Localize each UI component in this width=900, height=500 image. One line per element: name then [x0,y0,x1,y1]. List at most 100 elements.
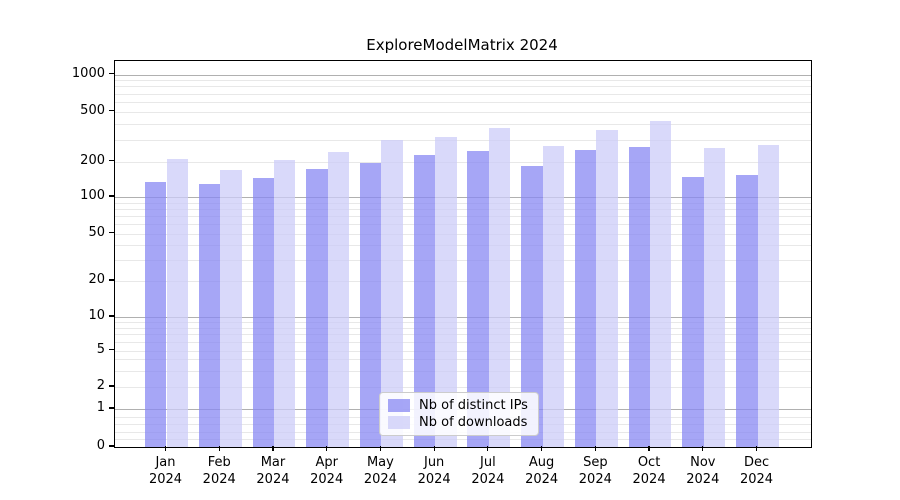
bars-layer [115,61,811,447]
y-tick-label-0: 0 [96,438,105,453]
minor-gridline-y-6 [115,341,811,343]
minor-gridline-y-900 [115,80,811,82]
x-tick-mark-dec [755,446,758,451]
minor-gridline-y-400 [115,123,811,125]
bar-downloads-jul [488,128,511,447]
minor-gridline-y-600 [115,101,811,103]
y-tick-mark-1 [109,407,114,409]
chart-title: ExploreModelMatrix 2024 [366,36,558,54]
minor-gridline-y-7 [115,334,811,336]
minor-gridline-y-700 [115,93,811,95]
legend-swatch-downloads [388,416,410,429]
minor-gridline-y-70 [115,215,811,217]
x-tick-label-apr: Apr 2024 [310,455,344,487]
y-tick-label-10: 10 [88,308,105,323]
x-tick-label-sep: Sep 2024 [578,455,612,487]
x-tick-mark-sep [594,446,596,451]
x-tick-label-jan: Jan 2024 [148,455,183,487]
x-tick-label-feb: Feb 2024 [202,455,236,487]
x-tick-label-oct: Oct 2024 [632,455,666,487]
minor-gridline-y-0.2 [115,439,811,441]
x-tick-mark-jan [164,446,167,451]
bar-downloads-mar [273,160,296,447]
bar-downloads-apr [327,151,350,447]
bar-downloads-jun [435,136,457,447]
y-tick-label-20: 20 [88,272,105,287]
y-tick-mark-50 [109,232,114,234]
major-gridline-y-1000 [115,74,811,76]
y-tick-mark-1000 [109,72,114,75]
bar-ips-apr [306,168,328,447]
major-gridline-y-10 [115,317,811,318]
bar-ips-feb [198,183,221,447]
y-tick-label-100: 100 [80,188,105,203]
bar-ips-sep [574,149,597,447]
y-tick-mark-200 [109,160,114,162]
minor-gridline-y-2 [115,387,811,388]
y-tick-label-1000: 1000 [71,65,105,81]
minor-gridline-y-200 [115,161,811,163]
legend-label-distinct-ips: Nb of distinct IPs [419,398,528,413]
y-tick-mark-10 [109,315,114,317]
x-tick-mark-jun [433,446,435,451]
y-tick-label-1: 1 [96,400,105,415]
bar-downloads-aug [542,146,564,447]
minor-gridline-y-4 [115,359,811,361]
x-tick-label-nov: Nov 2024 [686,455,720,487]
y-tick-mark-20 [109,279,114,281]
y-tick-mark-0 [109,445,114,447]
bar-downloads-sep [596,130,618,447]
plot-area [114,60,812,448]
minor-gridline-y-800 [115,86,811,88]
minor-gridline-y-500 [115,111,811,113]
minor-gridline-y-5 [115,350,811,352]
legend-label-downloads: Nb of downloads [419,415,528,430]
x-tick-mark-may [379,446,381,451]
y-tick-label-5: 5 [96,341,105,357]
x-tick-mark-aug [541,446,543,451]
x-tick-label-dec: Dec 2024 [739,455,774,487]
minor-gridline-y-80 [115,208,811,210]
bar-ips-jan [145,181,167,447]
legend-entry-downloads: Nb of downloads [388,415,528,430]
bar-downloads-jan [166,159,188,447]
x-tick-mark-nov [702,446,704,451]
bar-ips-nov [682,177,704,447]
minor-gridline-y-20 [115,281,811,282]
y-tick-label-2: 2 [96,378,105,393]
legend-entry-distinct-ips: Nb of distinct IPs [388,398,528,413]
y-tick-label-50: 50 [88,224,105,240]
bar-ips-jun [413,154,436,447]
minor-gridline-y-50 [115,233,811,235]
bar-ips-aug [521,165,543,447]
x-tick-mark-mar [272,446,274,451]
bar-downloads-nov [703,147,726,447]
minor-gridline-y-9 [115,322,811,324]
x-tick-mark-oct [648,446,650,451]
minor-gridline-y-60 [115,224,811,226]
minor-gridline-y-300 [115,139,811,141]
x-tick-label-aug: Aug 2024 [525,455,559,487]
x-tick-label-jul: Jul 2024 [471,455,505,487]
y-tick-mark-5 [109,348,114,351]
legend-swatch-distinct-ips [388,399,410,412]
major-gridline-y-100 [115,197,811,198]
bar-ips-dec [736,175,758,447]
y-tick-mark-100 [109,195,114,197]
x-tick-mark-jul [487,446,489,451]
bar-downloads-feb [220,169,242,447]
x-tick-label-mar: Mar 2024 [256,455,290,487]
x-tick-mark-apr [326,446,328,451]
minor-gridline-y-40 [115,245,811,247]
bar-downloads-dec [757,145,779,447]
bar-ips-oct [628,146,651,447]
bar-downloads-may [381,140,403,447]
bar-ips-may [360,162,382,447]
legend: Nb of distinct IPs Nb of downloads [379,392,539,436]
x-tick-mark-feb [218,446,220,451]
bar-downloads-oct [650,121,672,447]
y-tick-label-200: 200 [80,152,105,168]
minor-gridline-y-3 [115,370,811,372]
minor-gridline-y-8 [115,327,811,329]
